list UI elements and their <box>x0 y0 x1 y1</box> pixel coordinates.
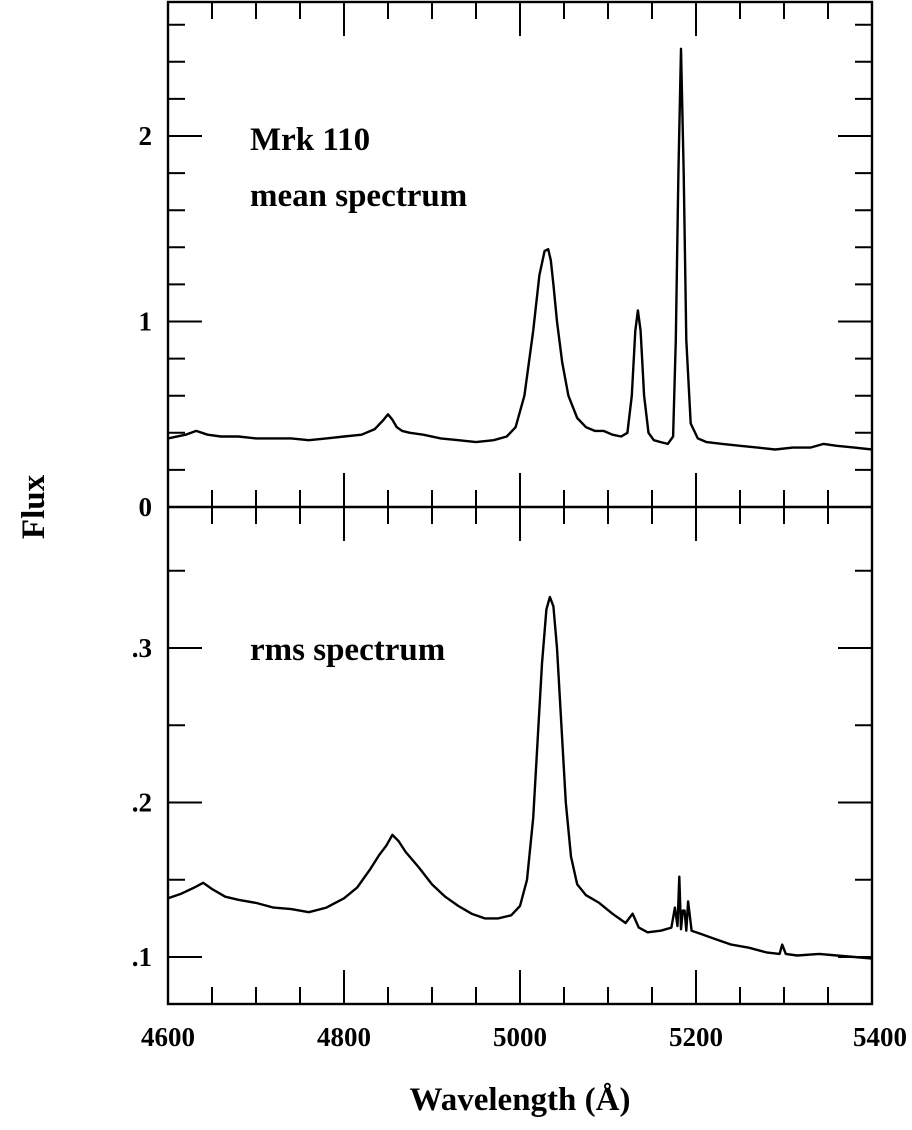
top-panel-ticks <box>168 2 872 507</box>
x-tick-label: 5000 <box>493 1022 547 1052</box>
y-axis-title: Flux <box>16 474 52 539</box>
rms-spectrum-line <box>167 595 873 960</box>
bottom-panel-ticks <box>168 507 872 1004</box>
top-panel-label-line-2: mean spectrum <box>250 178 467 214</box>
y-tick-label-bottom: .1 <box>132 942 152 972</box>
x-tick-label: 4800 <box>317 1022 371 1052</box>
y-tick-label-bottom: .3 <box>132 633 152 663</box>
mean-spectrum-line <box>167 47 873 451</box>
bottom-panel-label: rms spectrum <box>250 632 445 668</box>
x-tick-label: 4600 <box>141 1022 195 1052</box>
top-panel-tick-labels: 0 1 2 <box>139 121 153 522</box>
x-tick-label: 5200 <box>669 1022 723 1052</box>
x-axis-title: Wavelength (Å) <box>410 1082 631 1118</box>
y-tick-label-top: 0 <box>139 492 153 522</box>
top-panel-label-line-1: Mrk 110 <box>250 122 370 158</box>
bottom-panel-tick-labels: .1 .2 .3 4600 4800 5000 5200 5400 <box>132 633 907 1052</box>
y-tick-label-top: 2 <box>139 121 153 151</box>
x-tick-label: 5400 <box>853 1022 907 1052</box>
y-tick-label-top: 1 <box>139 307 153 337</box>
y-tick-label-bottom: .2 <box>132 788 152 818</box>
